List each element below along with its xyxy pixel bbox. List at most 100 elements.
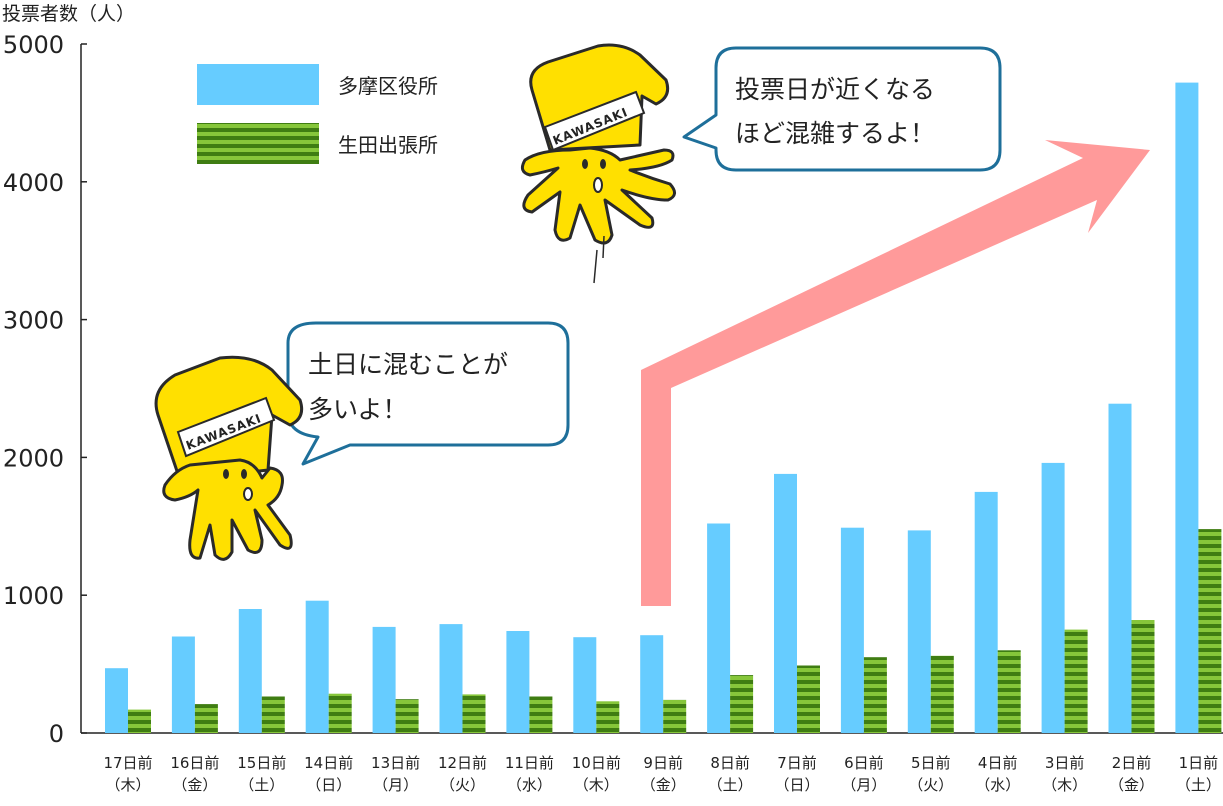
bars: [105, 82, 1222, 734]
x-tick-label: 5日前: [911, 754, 951, 772]
motion-line: [602, 235, 605, 259]
mascot-eye-left: [582, 159, 588, 169]
x-tick-label: 6日前: [844, 754, 884, 772]
x-tick-weekday: （水）: [507, 776, 552, 794]
y-tick-label: 4000: [3, 169, 64, 197]
motion-line: [593, 249, 598, 284]
mascot-eye-left: [223, 469, 229, 479]
x-tick-weekday: （木）: [1042, 776, 1087, 794]
x-tick-label: 17日前: [103, 754, 152, 772]
x-tick-weekday: （水）: [975, 776, 1020, 794]
x-tick-label: 7日前: [777, 754, 817, 772]
x-tick-label: 2日前: [1112, 754, 1152, 772]
squid-mascot-top: KAWASAKI: [520, 43, 676, 284]
legend-label-ikuta: 生田出張所: [338, 133, 438, 157]
x-tick-weekday: （火）: [908, 776, 953, 794]
x-tick-weekday: （月）: [373, 776, 418, 794]
x-tick-label: 4日前: [978, 754, 1018, 772]
x-tick-label: 11日前: [505, 754, 554, 772]
bar-ikuta: [1064, 629, 1088, 733]
x-tick-weekday: （土）: [708, 776, 753, 794]
x-tick-weekday: （金）: [172, 776, 217, 794]
bar-ikuta: [328, 693, 352, 733]
bar-tama: [1108, 403, 1132, 733]
mascot-eye-right: [600, 159, 606, 169]
x-tick-weekday: （火）: [440, 776, 485, 794]
legend-label-tama: 多摩区役所: [338, 74, 438, 98]
bar-tama: [305, 600, 329, 733]
bubble-line-2: ほど混雑するよ！: [735, 119, 935, 148]
speech-bubble-crowded: 投票日が近くなる ほど混雑するよ！: [682, 46, 1002, 172]
bar-ikuta: [863, 657, 887, 733]
x-tick-label: 13日前: [371, 754, 420, 772]
bar-tama: [506, 631, 530, 733]
bar-tama: [907, 530, 931, 733]
x-tick-weekday: （土）: [239, 776, 284, 794]
y-tick-label: 1000: [3, 582, 64, 610]
x-tick-label: 3日前: [1045, 754, 1085, 772]
bar-ikuta: [1198, 529, 1222, 733]
bar-tama: [439, 624, 463, 733]
bar-tama: [840, 527, 864, 733]
x-tick-label: 12日前: [438, 754, 487, 772]
x-axis-categories: 17日前 （木） 16日前 （金） 15日前 （土） 14日前 （日） 13日前 （月） 12日前 （…: [103, 754, 1220, 794]
bubble-line-1: 土日に混むことが: [308, 350, 508, 379]
bar-tama: [238, 609, 262, 733]
x-tick-weekday: （土）: [1176, 776, 1221, 794]
x-tick-weekday: （金）: [641, 776, 686, 794]
x-tick-label: 15日前: [237, 754, 286, 772]
bar-ikuta: [797, 665, 820, 733]
x-tick-weekday: （木）: [105, 776, 150, 794]
y-tick-label: 5000: [3, 31, 64, 59]
bar-ikuta: [663, 699, 687, 733]
bar-ikuta: [529, 696, 553, 733]
bar-tama: [171, 636, 195, 733]
mascot-body: [520, 146, 676, 245]
bar-tama: [1041, 462, 1065, 733]
bubble-shape: [682, 46, 1002, 172]
x-tick-weekday: （月）: [841, 776, 886, 794]
x-tick-label: 9日前: [643, 754, 683, 772]
legend-swatch-ikuta: [197, 123, 319, 164]
bar-ikuta: [395, 699, 419, 733]
bar-ikuta: [730, 675, 754, 733]
bar-tama: [707, 523, 731, 733]
y-axis-ticks: 0 1000 2000 3000 4000 5000: [3, 31, 87, 748]
mascot-mouth: [243, 487, 253, 501]
x-tick-label: 14日前: [304, 754, 353, 772]
bar-ikuta: [128, 709, 151, 733]
x-tick-label: 1日前: [1179, 754, 1219, 772]
y-tick-label: 3000: [3, 307, 64, 335]
x-tick-label: 8日前: [710, 754, 750, 772]
bar-ikuta: [1131, 620, 1155, 733]
legend: 多摩区役所 生田出張所: [197, 64, 438, 164]
mascot-band: [543, 90, 646, 152]
bar-tama: [372, 626, 396, 733]
trend-arrow: [641, 140, 1150, 606]
y-tick-label: 2000: [3, 444, 64, 472]
mascot-body: [162, 458, 293, 561]
mascot-mouth: [593, 177, 603, 193]
mascot-band: [176, 396, 276, 458]
bar-tama: [573, 637, 597, 733]
bar-tama: [1175, 82, 1199, 734]
speech-bubble-weekend: 土日に混むことが 多いよ！: [286, 321, 570, 466]
x-tick-label: 10日前: [572, 754, 621, 772]
x-tick-weekday: （日）: [306, 776, 351, 794]
y-tick-label: 0: [49, 720, 64, 748]
bar-tama: [974, 491, 998, 733]
x-tick-label: 16日前: [170, 754, 219, 772]
bubble-shape: [286, 321, 570, 466]
bubble-line-1: 投票日が近くなる: [735, 75, 935, 104]
x-tick-weekday: （木）: [574, 776, 619, 794]
bar-ikuta: [194, 704, 218, 733]
bar-ikuta: [261, 696, 285, 733]
bar-ikuta: [997, 650, 1021, 733]
bar-tama: [774, 473, 797, 733]
x-tick-weekday: （金）: [1109, 776, 1154, 794]
bar-tama: [105, 668, 128, 733]
bar-ikuta: [462, 694, 486, 733]
legend-swatch-tama: [197, 64, 319, 105]
squid-mascot-left: KAWASAKI: [154, 355, 304, 561]
